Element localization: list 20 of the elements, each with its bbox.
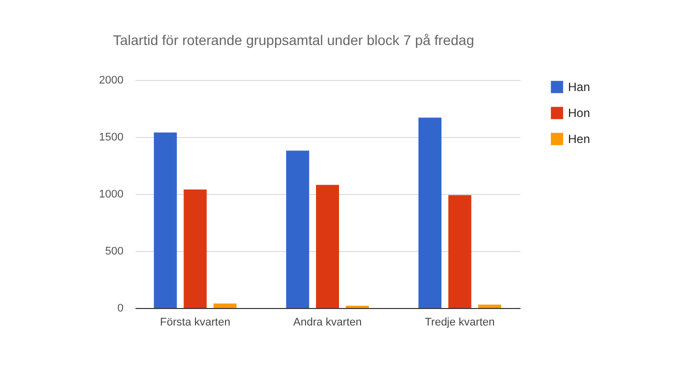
bar [154,132,177,308]
bar [214,303,237,308]
legend-label: Hen [568,132,590,146]
bar [184,189,207,308]
y-tick-label: 2000 [99,74,124,86]
bar [286,150,310,308]
bar [418,118,442,308]
chart-title: Talartid för roterande gruppsamtal under block 7 på fredag [113,32,474,48]
bar [478,304,502,308]
x-tick-label: Andra kvarten [293,316,362,328]
x-tick-label: Tredje kvarten [424,316,495,328]
bar [316,184,339,308]
legend-label: Hon [568,106,590,120]
legend-label: Han [568,80,590,94]
y-tick-label: 1500 [99,132,124,144]
y-tick-label: 1000 [99,188,124,200]
x-tick-label: Första kvarten [160,316,230,328]
bar [448,195,472,308]
y-tick-label: 0 [117,302,124,314]
y-tick-label: 500 [105,246,124,258]
